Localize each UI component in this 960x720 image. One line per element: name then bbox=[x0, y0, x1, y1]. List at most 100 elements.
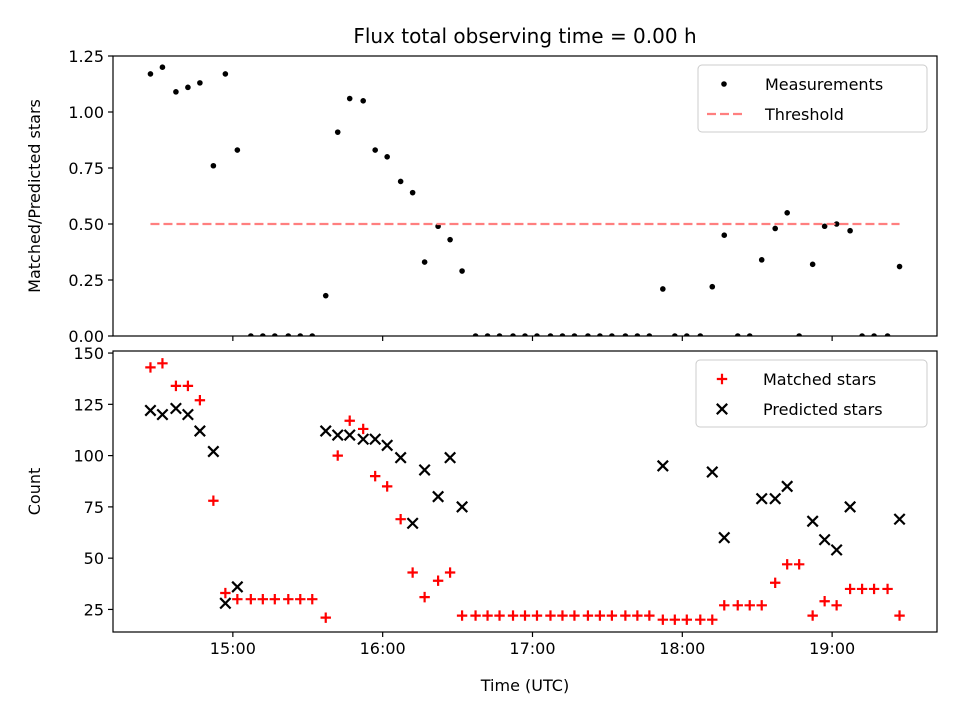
bottom-matched-stars-point-42 bbox=[669, 614, 681, 625]
top-measurements-point-8 bbox=[248, 333, 254, 336]
top-measurements-point-3 bbox=[185, 84, 191, 91]
top-measurements-point-1 bbox=[159, 64, 166, 70]
bottom-matched-stars-point-45 bbox=[707, 614, 718, 625]
bottom-matched-stars-point-30 bbox=[519, 610, 531, 621]
bottom-matched-stars-point-38 bbox=[620, 610, 631, 621]
bottom-matched-stars-point-8 bbox=[245, 593, 257, 605]
bottom-predicted-stars-point-14 bbox=[394, 451, 407, 464]
bottom-matched-stars-point-49 bbox=[756, 600, 767, 611]
bottom-matched-stars-point-24 bbox=[444, 567, 456, 578]
top-y-tick-label-3: 0.75 bbox=[68, 159, 104, 178]
bottom-predicted-stars-point-6 bbox=[219, 597, 232, 610]
bottom-predicted-stars-point-25 bbox=[781, 480, 794, 493]
top-measurements-point-53 bbox=[809, 261, 816, 268]
top-measurements-point-59 bbox=[884, 333, 891, 336]
bottom-predicted-stars-point-23 bbox=[755, 492, 768, 505]
bottom-matched-stars-point-27 bbox=[482, 610, 493, 621]
bottom-legend-matched-stars-label: Matched stars bbox=[763, 370, 876, 389]
top-measurements-point-6 bbox=[222, 71, 229, 77]
top-measurements-point-32 bbox=[547, 333, 554, 336]
bottom-matched-stars-point-2 bbox=[170, 380, 182, 392]
top-y-tick-label-0: 0.00 bbox=[68, 327, 104, 346]
bottom-predicted-stars-point-28 bbox=[830, 543, 843, 556]
top-y-tick-label-4: 1.00 bbox=[68, 103, 104, 122]
top-measurements-point-11 bbox=[285, 333, 292, 336]
bottom-y-tick-label-0: 25 bbox=[84, 600, 104, 619]
bottom-matched-stars-point-48 bbox=[744, 600, 755, 611]
bottom-matched-stars-point-0 bbox=[145, 362, 156, 373]
bottom-matched-stars-point-5 bbox=[208, 495, 219, 506]
top-measurements-point-31 bbox=[534, 333, 540, 336]
bottom-matched-stars-point-59 bbox=[882, 583, 893, 595]
bottom-matched-stars-point-17 bbox=[357, 423, 369, 435]
top-measurements-point-38 bbox=[622, 333, 629, 336]
bottom-matched-stars-series bbox=[145, 358, 905, 625]
top-measurements-point-25 bbox=[459, 268, 465, 274]
bottom-matched-stars-point-4 bbox=[194, 395, 206, 406]
bottom-predicted-stars-point-8 bbox=[319, 425, 332, 437]
bottom-matched-stars-point-35 bbox=[582, 610, 594, 621]
bottom-predicted-stars-point-18 bbox=[444, 451, 457, 464]
bottom-matched-stars-point-32 bbox=[545, 610, 556, 621]
top-measurements-series bbox=[147, 64, 903, 336]
bottom-y-axis-label: Count bbox=[25, 468, 44, 516]
bottom-predicted-stars-point-1 bbox=[156, 408, 169, 421]
bottom-matched-stars-point-31 bbox=[531, 610, 543, 621]
bottom-matched-stars-point-43 bbox=[681, 614, 693, 625]
bottom-matched-stars-point-56 bbox=[844, 583, 856, 595]
top-measurements-point-55 bbox=[833, 221, 840, 227]
bottom-predicted-stars-point-7 bbox=[231, 580, 244, 593]
bottom-matched-stars-point-23 bbox=[432, 575, 444, 586]
bottom-matched-stars-point-52 bbox=[793, 559, 805, 570]
bottom-matched-stars-point-34 bbox=[569, 610, 580, 621]
bottom-matched-stars-point-16 bbox=[344, 415, 355, 426]
top-measurements-point-26 bbox=[472, 333, 479, 336]
bottom-predicted-stars-series bbox=[144, 402, 906, 610]
bottom-y-tick-label-5: 150 bbox=[73, 344, 104, 363]
bottom-predicted-stars-point-10 bbox=[343, 429, 356, 442]
top-measurements-point-39 bbox=[634, 333, 641, 336]
top-measurements-point-47 bbox=[734, 333, 741, 336]
bottom-matched-stars-point-3 bbox=[182, 380, 194, 392]
bottom-predicted-stars-point-3 bbox=[181, 408, 194, 421]
top-y-tick-label-2: 0.50 bbox=[68, 215, 104, 234]
top-measurements-point-12 bbox=[297, 333, 304, 336]
bottom-matched-stars-point-44 bbox=[695, 614, 706, 625]
bottom-matched-stars-point-12 bbox=[295, 593, 306, 605]
top-measurements-point-44 bbox=[697, 333, 704, 336]
top-measurements-point-49 bbox=[758, 257, 765, 263]
figure-title: Flux total observing time = 0.00 h bbox=[353, 24, 696, 48]
top-plot-area bbox=[147, 64, 903, 336]
top-measurements-point-60 bbox=[896, 263, 903, 270]
top-measurements-point-52 bbox=[796, 333, 802, 336]
top-legend-threshold-label: Threshold bbox=[764, 105, 844, 124]
bottom-y-tick-label-4: 125 bbox=[73, 395, 104, 414]
bottom-matched-stars-point-26 bbox=[470, 610, 481, 621]
bottom-legend-predicted-stars-label: Predicted stars bbox=[763, 400, 883, 419]
bottom-matched-stars-point-53 bbox=[807, 610, 818, 621]
bottom-predicted-stars-point-9 bbox=[331, 429, 344, 442]
bottom-predicted-stars-point-5 bbox=[207, 445, 220, 458]
bottom-x-axis-label: Time (UTC) bbox=[480, 676, 569, 695]
bottom-matched-stars-point-60 bbox=[894, 610, 905, 621]
bottom-matched-stars-point-14 bbox=[320, 612, 331, 623]
bottom-predicted-stars-point-0 bbox=[144, 404, 157, 417]
bottom-matched-stars-point-37 bbox=[606, 610, 618, 621]
bottom-predicted-stars-point-22 bbox=[718, 531, 731, 544]
bottom-matched-stars-point-58 bbox=[868, 583, 880, 595]
top-measurements-point-56 bbox=[847, 227, 853, 234]
bottom-predicted-stars-point-11 bbox=[357, 433, 370, 446]
top-measurements-point-34 bbox=[571, 333, 578, 336]
bottom-matched-stars-point-41 bbox=[657, 614, 669, 625]
bottom-y-tick-label-2: 75 bbox=[84, 498, 104, 517]
top-measurements-point-28 bbox=[496, 333, 503, 336]
top-legend-measurements-marker-point-sample bbox=[721, 81, 727, 87]
bottom-predicted-stars-point-21 bbox=[706, 466, 719, 478]
top-measurements-point-42 bbox=[672, 333, 678, 336]
top-measurements-point-57 bbox=[859, 333, 865, 336]
top-measurements-point-43 bbox=[684, 333, 690, 336]
bottom-matched-stars-point-33 bbox=[557, 610, 568, 621]
top-legend-measurements-label: Measurements bbox=[765, 75, 883, 94]
top-measurements-point-17 bbox=[360, 98, 366, 104]
bottom-predicted-stars-point-27 bbox=[818, 533, 831, 546]
